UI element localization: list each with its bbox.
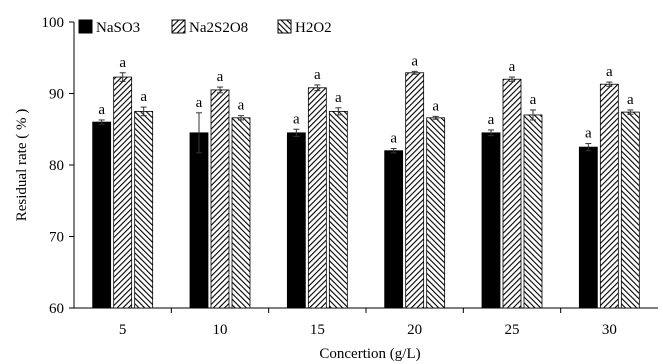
bar-H2O2-25 [523,114,543,309]
bar-H2O2-5 [134,110,154,309]
legend-swatch-h2o2 [277,19,292,34]
legend: NaSO3 Na2S2O8 H2O2 [78,19,332,36]
significance-label-Na2S2O8-20: a [411,53,418,69]
legend-item-nasO3: NaSO3 [78,19,140,36]
significance-label-H2O2-10: a [238,98,245,114]
bar-Na2S2O8-30 [599,83,619,309]
bar-NaSO3-30 [578,146,598,309]
significance-label-H2O2-20: a [432,98,439,114]
significance-label-H2O2-5: a [140,89,147,105]
legend-label-na2s2o8: Na2S2O8 [189,20,248,36]
bar-H2O2-20 [426,117,446,309]
bar-Na2S2O8-10 [210,89,230,309]
x-axis-label: Concertion (g/L) [319,346,420,362]
legend-swatch-na2s2o8 [171,19,186,34]
x-tick-label-20: 20 [407,322,422,338]
x-tick-label-5: 5 [119,322,127,338]
y-ticks: 60 70 80 90 100 [42,15,74,317]
bars [92,72,640,309]
y-tick-label-90: 90 [49,87,64,103]
x-tick-label-15: 15 [310,322,325,338]
legend-label-h2o2: H2O2 [295,20,332,36]
significance-label-H2O2-30: a [627,92,634,108]
legend-item-h2o2: H2O2 [277,19,332,36]
x-tick-label-25: 25 [505,322,520,338]
bar-NaSO3-10 [189,132,209,309]
y-axis-label: Residual rate ( % ) [14,109,30,221]
significance-label-NaSO3-25: a [488,112,495,128]
axes [73,22,658,309]
bar-H2O2-15 [328,110,348,309]
significance-label-Na2S2O8-30: a [606,64,613,80]
bar-NaSO3-25 [481,132,501,309]
bar-H2O2-10 [231,117,251,309]
bar-NaSO3-5 [92,121,112,309]
x-tick-label-10: 10 [213,322,228,338]
significance-label-NaSO3-10: a [196,95,203,111]
legend-label-nasO3: NaSO3 [96,20,140,36]
significance-label-Na2S2O8-5: a [119,55,126,71]
significance-label-NaSO3-5: a [98,102,105,118]
error-bars [98,70,634,154]
significance-label-Na2S2O8-10: a [217,69,224,85]
y-tick-label-60: 60 [49,301,64,317]
y-tick-label-80: 80 [49,158,64,174]
y-tick-label-70: 70 [49,230,64,246]
bar-H2O2-30 [620,111,640,309]
x-tick-label-30: 30 [602,322,617,338]
bar-NaSO3-15 [286,132,306,309]
bar-NaSO3-20 [384,150,404,309]
significance-label-NaSO3-30: a [585,126,592,142]
legend-swatch-nasO3 [78,19,93,34]
bar-Na2S2O8-20 [405,72,425,309]
bar-Na2S2O8-5 [113,76,133,309]
bar-Na2S2O8-15 [307,87,327,309]
significance-label-NaSO3-20: a [390,131,397,147]
significance-label-H2O2-15: a [335,90,342,106]
significance-label-NaSO3-15: a [293,111,300,127]
bar-Na2S2O8-25 [502,78,522,309]
significance-label-H2O2-25: a [530,92,537,108]
y-tick-label-100: 100 [42,15,65,31]
significance-label-Na2S2O8-25: a [509,59,516,75]
significance-label-Na2S2O8-15: a [314,67,321,83]
legend-item-na2s2o8: Na2S2O8 [171,19,248,36]
x-ticks: 5 10 15 20 25 30 [119,308,617,338]
